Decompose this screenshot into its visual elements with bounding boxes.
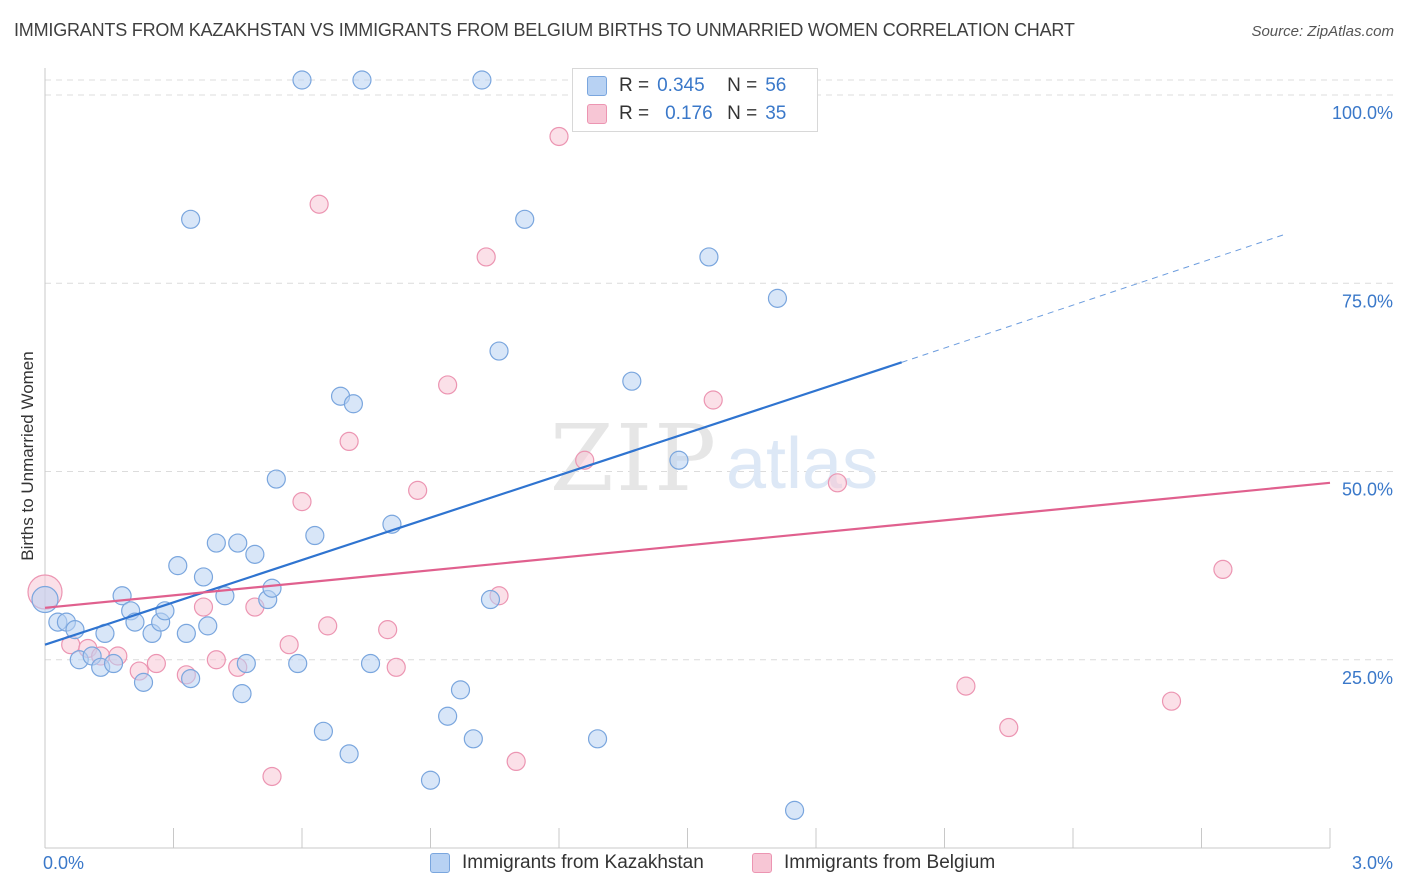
chart-title: IMMIGRANTS FROM KAZAKHSTAN VS IMMIGRANTS… (14, 20, 1075, 40)
belgium-swatch (752, 853, 772, 873)
kazakhstan-point (181, 668, 201, 689)
belgium-point (408, 480, 428, 500)
n-value: 56 (765, 75, 787, 96)
belgium-point (386, 657, 406, 677)
kazakhstan-point (339, 744, 359, 764)
belgium-trend-line (44, 481, 1331, 609)
kazakhstan-point (262, 578, 282, 598)
kazakhstan-swatch (430, 853, 450, 873)
x-tick-label: 3.0% (1352, 853, 1393, 873)
kazakhstan-point (669, 450, 689, 470)
belgium-point (506, 751, 526, 772)
belgium-point (999, 717, 1019, 738)
y-tick-label: 25.0% (1342, 668, 1393, 688)
belgium-point (1161, 691, 1182, 711)
y-tick-label: 75.0% (1342, 291, 1393, 311)
kazakhstan-point (343, 394, 363, 414)
kazakhstan-point (206, 533, 226, 553)
kazakhstan-point (103, 653, 124, 674)
kazakhstan-point (292, 70, 312, 90)
belgium-point (309, 194, 329, 214)
r-value: 0.176 (665, 103, 713, 124)
kazakhstan-point (480, 589, 501, 610)
legend-label-belgium: Immigrants from Belgium (784, 852, 996, 873)
kazakhstan-point (266, 469, 286, 489)
legend-item-kazakhstan[interactable]: Immigrants from Kazakhstan (430, 852, 704, 874)
y-axis-label: Births to Unmarried Women (18, 351, 37, 560)
kazakhstan-points (31, 70, 805, 820)
kazakhstan-point (450, 680, 471, 700)
kazakhstan-point (288, 653, 308, 674)
belgium-point (206, 650, 226, 670)
kazakhstan-point (472, 70, 492, 90)
legend-item-belgium[interactable]: Immigrants from Belgium (752, 852, 995, 874)
r-label: R = (619, 103, 650, 124)
belgium-point (339, 431, 359, 452)
kazakhstan-point (305, 525, 325, 546)
kazakhstan-point (352, 70, 372, 90)
kazakhstan-point (176, 623, 196, 644)
belgium-point (262, 766, 282, 787)
y-tick-label: 50.0% (1342, 480, 1393, 500)
belgium-point (318, 616, 338, 636)
kazakhstan-point (767, 288, 788, 308)
series-legend: Immigrants from Kazakhstan Immigrants fr… (0, 852, 1406, 878)
axes: 25.0% 50.0% 75.0% 100.0% 0.0% 3.0% (43, 68, 1393, 873)
watermark-atlas: atlas (726, 424, 878, 504)
kazakhstan-trend-extension (901, 233, 1288, 363)
kazakhstan-point (31, 585, 59, 614)
belgium-point (956, 676, 976, 696)
r-value: 0.345 (657, 75, 705, 96)
belgium-point (476, 247, 496, 267)
kazakhstan-point (193, 567, 214, 587)
belgium-point (1213, 559, 1233, 580)
kazakhstan-swatch (587, 76, 607, 96)
y-tick-label: 100.0% (1332, 103, 1393, 123)
belgium-point (193, 597, 214, 617)
kazakhstan-point (699, 247, 719, 267)
r-label: R = (619, 75, 650, 96)
kazakhstan-point (463, 729, 483, 749)
kazakhstan-point (168, 556, 188, 576)
legend-row-belgium: R = 0.176 N = 35 (587, 102, 786, 126)
kazakhstan-trend-line (44, 361, 903, 646)
kazakhstan-point (228, 533, 248, 553)
kazakhstan-point (360, 653, 381, 674)
n-value: 35 (765, 103, 787, 124)
kazakhstan-point (489, 341, 509, 361)
belgium-point (549, 126, 569, 147)
x-tick-label: 0.0% (43, 853, 84, 873)
belgium-point (378, 620, 398, 640)
legend-row-kazakhstan: R = 0.345 N = 56 (587, 74, 786, 98)
belgium-point (827, 473, 848, 493)
belgium-point (146, 653, 166, 674)
belgium-point (703, 390, 723, 410)
kazakhstan-point (622, 371, 642, 391)
trend-lines (44, 233, 1331, 646)
legend-label-kazakhstan: Immigrants from Kazakhstan (462, 852, 704, 873)
belgium-point (292, 492, 312, 512)
belgium-point (438, 375, 458, 395)
belgium-swatch (587, 104, 607, 124)
kazakhstan-point (198, 616, 218, 636)
kazakhstan-point (133, 672, 154, 692)
n-label: N = (727, 75, 758, 96)
watermark-zip: ZIP (550, 405, 718, 512)
source-label: Source: ZipAtlas.com (1251, 23, 1394, 40)
kazakhstan-point (181, 209, 201, 229)
kazakhstan-point (784, 800, 805, 820)
kazakhstan-point (438, 706, 458, 726)
kazakhstan-point (515, 209, 535, 229)
kazakhstan-point (245, 544, 265, 564)
kazakhstan-point (587, 729, 608, 749)
kazakhstan-point (232, 684, 252, 704)
grid-lines (45, 79, 1394, 661)
stats-legend: R = 0.345 N = 56 R = 0.176 N = 35 (572, 68, 818, 132)
belgium-point (279, 635, 299, 655)
n-label: N = (727, 103, 758, 124)
kazakhstan-point (313, 721, 334, 741)
kazakhstan-point (420, 770, 441, 790)
kazakhstan-point (236, 653, 256, 674)
